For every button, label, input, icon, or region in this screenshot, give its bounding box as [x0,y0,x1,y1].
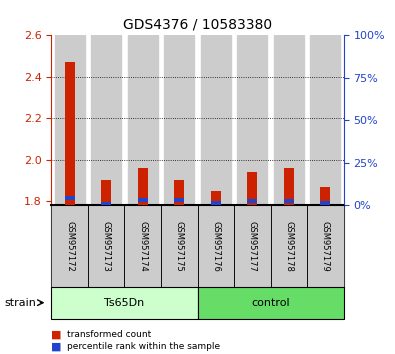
Bar [64,62,75,205]
Bar [284,168,294,205]
Bar [320,201,331,205]
Bar [211,191,221,205]
Bar [247,172,258,205]
Text: GSM957178: GSM957178 [284,221,293,272]
Text: transformed count: transformed count [67,330,151,339]
Bar [101,202,111,205]
Text: strain: strain [4,298,36,308]
Text: ■: ■ [51,342,62,352]
Bar [64,196,75,200]
Bar [137,198,148,202]
Bar [128,35,158,205]
Text: GDS4376 / 10583380: GDS4376 / 10583380 [123,18,272,32]
Bar [137,168,148,205]
Bar [164,35,194,205]
Text: GSM957175: GSM957175 [175,221,184,272]
Bar [320,187,331,205]
Bar [237,35,267,205]
Bar [91,35,121,205]
Bar [101,181,111,205]
Bar [211,201,221,205]
Text: GSM957174: GSM957174 [138,221,147,272]
Text: GSM957177: GSM957177 [248,221,257,272]
Text: Ts65Dn: Ts65Dn [104,298,145,308]
Text: ■: ■ [51,330,62,339]
Text: GSM957179: GSM957179 [321,221,330,272]
Bar [310,35,340,205]
Bar [201,35,231,205]
Text: control: control [251,298,290,308]
Bar [247,199,258,203]
Bar [274,35,304,205]
Bar [284,199,294,203]
Bar [174,181,184,205]
Text: GSM957176: GSM957176 [211,221,220,272]
Text: percentile rank within the sample: percentile rank within the sample [67,342,220,352]
Bar [55,35,85,205]
Text: GSM957172: GSM957172 [65,221,74,272]
Text: GSM957173: GSM957173 [102,221,111,272]
Bar [174,198,184,202]
